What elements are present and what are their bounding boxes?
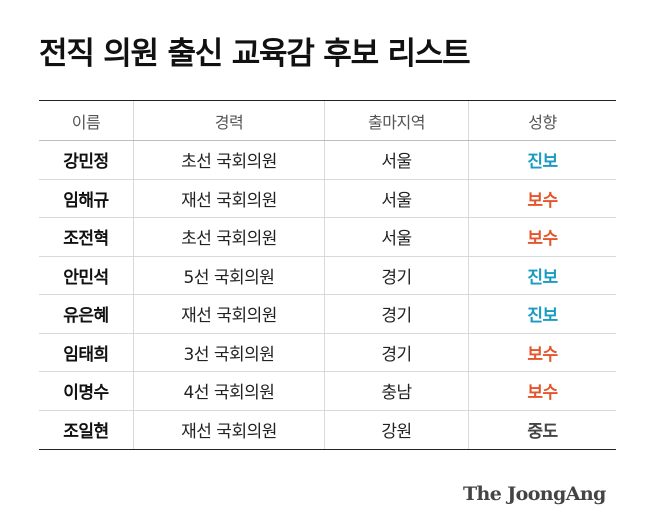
cell-career: 4선 국회의원	[134, 372, 325, 410]
cell-orientation: 보수	[527, 229, 558, 250]
page-title: 전직 의원 출신 교육감 후보 리스트	[39, 36, 471, 72]
cell-career: 초선 국회의원	[134, 141, 325, 179]
table-row: 조전혁 초선 국회의원 서울 보수	[39, 218, 616, 257]
cell-name: 안민석	[39, 256, 134, 294]
cell-region: 경기	[325, 333, 469, 371]
cell-orientation: 진보	[527, 306, 558, 327]
cell-region: 경기	[325, 295, 469, 333]
cell-career: 재선 국회의원	[134, 410, 325, 449]
cell-name: 임태희	[39, 333, 134, 371]
cell-career: 재선 국회의원	[134, 295, 325, 333]
cell-career: 3선 국회의원	[134, 333, 325, 371]
cell-career: 초선 국회의원	[134, 218, 325, 256]
publisher-logo: The JoongAng	[463, 483, 606, 505]
cell-orientation: 진보	[527, 267, 558, 288]
cell-name: 이명수	[39, 372, 134, 410]
cell-orientation: 보수	[527, 190, 558, 211]
table-row: 임태희 3선 국회의원 경기 보수	[39, 333, 616, 372]
table-row: 안민석 5선 국회의원 경기 진보	[39, 256, 616, 295]
cell-region: 강원	[325, 410, 469, 449]
table-header-row: 이름 경력 출마지역 성향	[39, 101, 616, 141]
cell-orientation: 보수	[527, 383, 558, 404]
cell-name: 유은혜	[39, 295, 134, 333]
cell-orientation: 중도	[527, 422, 558, 443]
header-orientation: 성향	[528, 112, 557, 132]
cell-name: 조전혁	[39, 218, 134, 256]
candidate-table: 이름 경력 출마지역 성향 강민정 초선 국회의원 서울 진보 임해규 재선 국회의원 서울…	[39, 100, 616, 450]
cell-region: 경기	[325, 256, 469, 294]
cell-orientation: 진보	[527, 152, 558, 173]
cell-career: 재선 국회의원	[134, 179, 325, 217]
table-row: 유은혜 재선 국회의원 경기 진보	[39, 295, 616, 334]
cell-region: 충남	[325, 372, 469, 410]
cell-name: 임해규	[39, 179, 134, 217]
cell-orientation: 보수	[527, 344, 558, 365]
table-row: 조일현 재선 국회의원 강원 중도	[39, 410, 616, 449]
cell-region: 서울	[325, 141, 469, 179]
header-name: 이름	[39, 101, 134, 140]
cell-region: 서울	[325, 179, 469, 217]
table-row: 이명수 4선 국회의원 충남 보수	[39, 372, 616, 411]
cell-career: 5선 국회의원	[134, 256, 325, 294]
header-career: 경력	[134, 101, 325, 140]
table-row: 강민정 초선 국회의원 서울 진보	[39, 141, 616, 180]
table-body: 강민정 초선 국회의원 서울 진보 임해규 재선 국회의원 서울 보수 조전혁 초선 국회의원 서울…	[39, 141, 616, 449]
header-region: 출마지역	[325, 101, 469, 140]
cell-name: 조일현	[39, 410, 134, 449]
cell-region: 서울	[325, 218, 469, 256]
cell-name: 강민정	[39, 141, 134, 179]
table-row: 임해규 재선 국회의원 서울 보수	[39, 179, 616, 218]
